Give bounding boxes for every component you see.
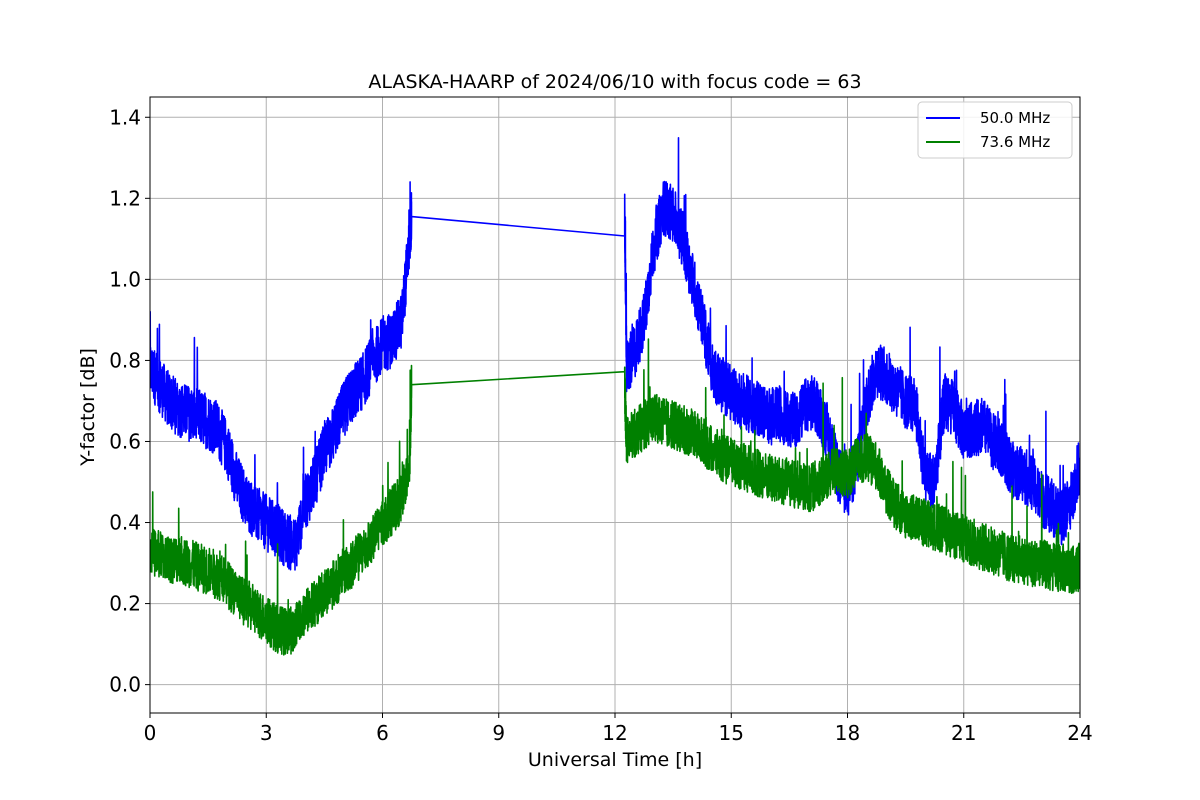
x-tick-label: 21 [951, 721, 976, 745]
x-tick-label: 6 [376, 721, 389, 745]
x-tick-label: 0 [144, 721, 157, 745]
x-tick-label: 9 [492, 721, 505, 745]
y-tick-label: 1.2 [109, 186, 141, 210]
y-tick-label: 1.0 [109, 267, 141, 291]
legend-label: 50.0 MHz [980, 109, 1050, 127]
y-tick-label: 0.2 [109, 592, 141, 616]
y-tick-label: 0.6 [109, 429, 141, 453]
series-line-73mhz [150, 338, 1080, 656]
ticks: 0 3 6 9 12 15 18 21 24 0.0 0.2 0.4 0.6 0.8 1.0 1.2 1.4 [109, 105, 1093, 745]
x-tick-label: 12 [602, 721, 627, 745]
y-tick-label: 0.4 [109, 511, 141, 535]
x-tick-label: 15 [719, 721, 744, 745]
series-layer [150, 137, 1080, 656]
y-tick-label: 0.0 [109, 673, 141, 697]
y-axis-label: Y-factor [dB] [77, 348, 99, 467]
x-tick-label: 3 [260, 721, 273, 745]
y-tick-label: 0.8 [109, 348, 141, 372]
chart-title: ALASKA-HAARP of 2024/06/10 with focus co… [368, 71, 861, 93]
series-line-50mhz [150, 137, 1080, 571]
legend-box [917, 101, 1073, 159]
x-tick-label: 18 [835, 721, 860, 745]
x-axis-label: Universal Time [h] [528, 749, 702, 771]
x-tick-label: 24 [1067, 721, 1092, 745]
legend-label: 73.6 MHz [980, 133, 1050, 151]
y-tick-label: 1.4 [109, 105, 141, 129]
legend: 50.0 MHz 73.6 MHz [917, 101, 1073, 159]
